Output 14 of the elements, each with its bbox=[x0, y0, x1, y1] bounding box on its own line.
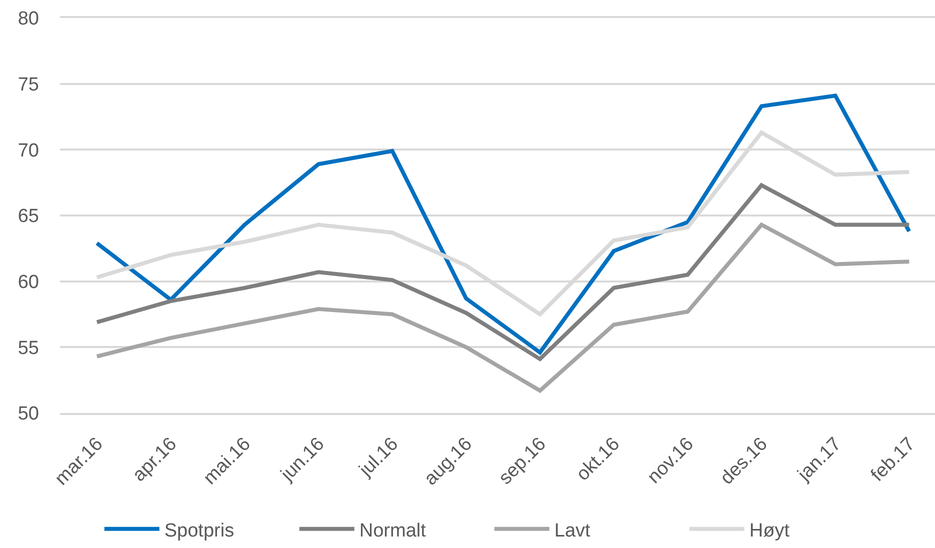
y-tick-label: 80 bbox=[18, 8, 39, 30]
y-tick-label: 55 bbox=[18, 338, 39, 359]
legend-label: Normalt bbox=[359, 520, 427, 542]
line-series bbox=[94, 222, 912, 393]
legend-label: Høyt bbox=[749, 520, 790, 542]
line-series bbox=[94, 183, 912, 362]
y-tick-label: 60 bbox=[18, 272, 39, 293]
line-series bbox=[94, 94, 912, 354]
y-tick-label: 50 bbox=[18, 404, 39, 425]
legend-label: Lavt bbox=[554, 520, 592, 542]
legend-label: Spotpris bbox=[164, 520, 234, 542]
y-tick-label: 75 bbox=[18, 74, 39, 96]
y-tick-label: 70 bbox=[18, 140, 39, 162]
y-tick-label: 65 bbox=[18, 206, 39, 228]
